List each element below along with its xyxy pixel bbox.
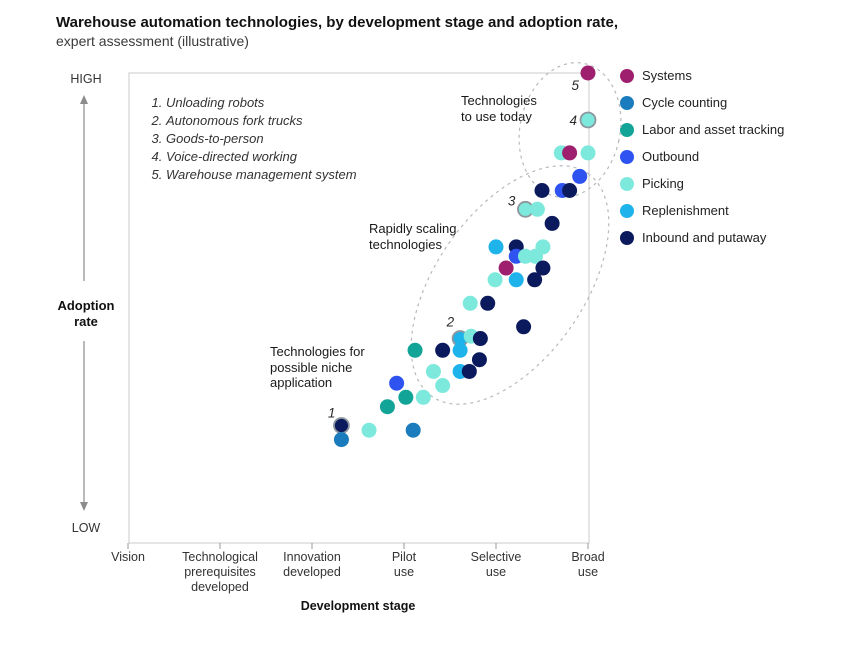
point-number-label-5: 5 <box>571 78 579 93</box>
list-item-3: Goods-to-person <box>166 130 357 148</box>
list-item-1: Unloading robots <box>166 94 357 112</box>
point-number-label-2: 2 <box>446 315 455 330</box>
legend-item-inbound: Inbound and putaway <box>620 224 784 251</box>
data-point-inbound <box>527 272 543 288</box>
legend-label: Picking <box>642 176 684 191</box>
data-point-inbound-1 <box>333 417 350 434</box>
point-number-label-4: 4 <box>569 113 577 128</box>
legend-dot-icon <box>620 149 634 164</box>
data-point-inbound <box>535 260 551 276</box>
legend-item-labor: Labor and asset tracking <box>620 116 784 143</box>
x-axis-title: Development stage <box>300 599 416 613</box>
legend-dot-icon <box>620 122 634 137</box>
data-point-labor <box>398 389 414 405</box>
legend-dot-icon <box>620 230 634 245</box>
data-point-replenishment <box>452 342 468 358</box>
x-tick-label: Pilot use <box>391 550 417 579</box>
data-point-picking <box>435 378 451 394</box>
group-ellipse-technologies-to-use-today <box>518 62 622 198</box>
legend-dot-icon <box>620 203 634 218</box>
legend-label: Cycle counting <box>642 95 728 110</box>
data-point-outbound <box>389 375 405 391</box>
data-point-inbound <box>544 215 560 231</box>
technology-numbered-list: Unloading robots Autonomous fork trucks … <box>150 94 357 184</box>
legend-item-picking: Picking <box>620 170 784 197</box>
data-point-picking <box>415 389 431 405</box>
data-point-labor <box>379 399 395 415</box>
legend-item-systems: Systems <box>620 62 784 89</box>
legend: Systems Cycle counting Labor and asset tra… <box>620 62 784 251</box>
data-point-picking-4 <box>579 111 597 129</box>
y-axis-low-label: LOW <box>71 521 101 535</box>
data-point-inbound <box>516 319 532 335</box>
x-tick-label: Vision <box>111 550 145 564</box>
data-point-labor <box>407 342 423 358</box>
data-point-cycle <box>333 432 349 448</box>
data-point-picking <box>528 248 544 264</box>
list-item-4: Voice-directed working <box>166 148 357 166</box>
plot-border <box>128 72 590 544</box>
data-point-systems <box>498 260 514 276</box>
data-point-replenishment <box>508 272 524 288</box>
data-point-inbound <box>472 331 488 347</box>
y-axis-title: Adoption rate <box>57 298 115 329</box>
y-axis-high-label: HIGH <box>70 72 102 86</box>
list-item-5: Warehouse management system <box>166 166 357 184</box>
point-number-label-1: 1 <box>328 406 336 421</box>
data-point-picking <box>425 363 441 379</box>
data-point-inbound <box>471 352 487 368</box>
legend-item-outbound: Outbound <box>620 143 784 170</box>
legend-item-cycle: Cycle counting <box>620 89 784 116</box>
chart-subtitle: expert assessment (illustrative) <box>56 33 249 49</box>
point-number-label-3: 3 <box>508 193 516 208</box>
legend-label: Outbound <box>642 149 700 164</box>
chart-title: Warehouse automation technologies, by de… <box>56 14 619 31</box>
data-point-picking <box>361 422 377 438</box>
data-point-inbound <box>435 342 451 358</box>
annotation-use-today: Technologies to use today <box>461 93 537 124</box>
data-point-inbound <box>534 183 550 198</box>
data-point-cycle <box>405 422 421 438</box>
data-point-outbound <box>572 168 588 184</box>
legend-label: Systems <box>642 68 692 83</box>
x-tick-label: Selective use <box>470 550 522 579</box>
data-point-picking <box>487 272 503 288</box>
y-axis-down-arrow-icon <box>80 502 88 511</box>
data-point-inbound <box>562 183 578 198</box>
annotation-niche-application: Technologies for possible niche applicat… <box>270 344 365 390</box>
data-point-inbound <box>461 363 477 379</box>
x-tick-label: Broad use <box>571 550 605 579</box>
legend-dot-icon <box>620 68 634 83</box>
legend-dot-icon <box>620 95 634 110</box>
x-tick-label: Innovation developed <box>283 550 341 579</box>
y-axis-up-arrow-icon <box>80 95 88 104</box>
group-ellipse-rapidly-scaling-technologies <box>410 165 610 405</box>
legend-dot-icon <box>620 176 634 191</box>
data-point-replenishment <box>488 239 504 255</box>
list-item-2: Autonomous fork trucks <box>166 112 357 130</box>
data-point-picking <box>529 201 545 217</box>
data-point-picking <box>462 295 478 311</box>
annotation-rapidly-scaling: Rapidly scaling technologies <box>369 221 457 252</box>
legend-label: Labor and asset tracking <box>642 122 785 137</box>
data-point-systems-5 <box>580 65 596 81</box>
legend-label: Inbound and putaway <box>642 230 767 245</box>
data-point-systems <box>562 145 578 161</box>
legend-label: Replenishment <box>642 203 729 218</box>
legend-item-replenishment: Replenishment <box>620 197 784 224</box>
data-point-inbound <box>480 295 496 311</box>
x-tick-label: Technological prerequisites developed <box>182 550 258 594</box>
data-point-picking <box>580 145 596 161</box>
